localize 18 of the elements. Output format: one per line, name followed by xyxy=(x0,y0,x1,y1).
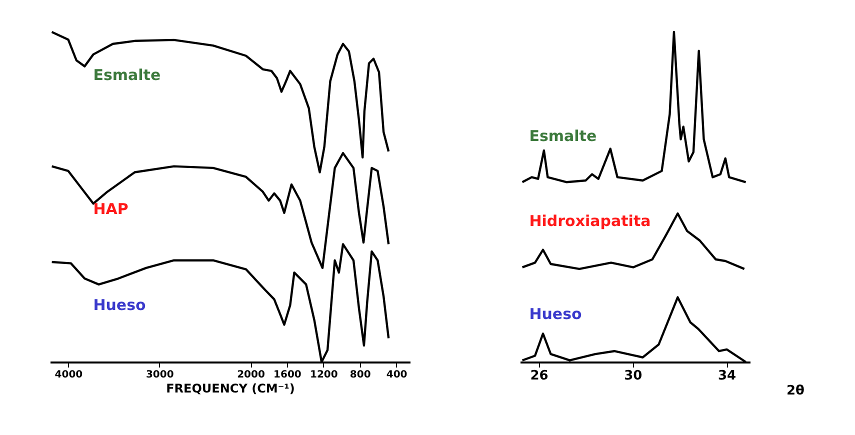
x-axis-title: FREQUENCY (CM⁻¹) xyxy=(166,382,295,396)
x-tick-label: 30 xyxy=(624,368,642,384)
x-tick-label: 4000 xyxy=(54,370,83,380)
x-tick-label: 1200 xyxy=(310,370,338,380)
series-label: Esmalte xyxy=(93,66,161,84)
x-tick-label: 800 xyxy=(350,370,371,380)
x-tick-label: 3000 xyxy=(146,370,174,380)
x-tick-label: 1600 xyxy=(274,370,302,380)
series-label: Hueso xyxy=(93,296,146,314)
series-label: Hueso xyxy=(529,305,582,324)
x-tick-label: 34 xyxy=(718,368,736,384)
x-axis-title: 2θ xyxy=(786,384,805,398)
series-label: Esmalte xyxy=(529,126,597,145)
x-tick-label: 2000 xyxy=(237,370,265,380)
series-label: HAP xyxy=(93,200,128,218)
series-label: Hidroxiapatita xyxy=(529,212,651,230)
x-tick-label: 26 xyxy=(530,368,548,384)
x-tick-label: 400 xyxy=(386,370,408,380)
